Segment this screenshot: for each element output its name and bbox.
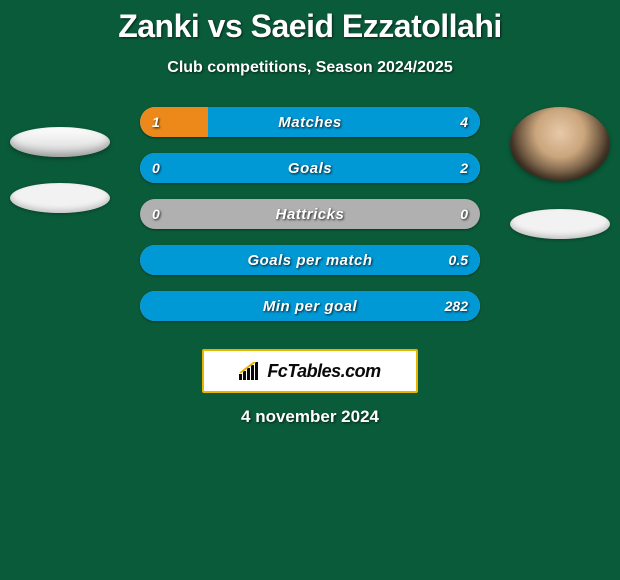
player-right-cluster	[510, 107, 610, 239]
bar-label: Goals per match	[140, 245, 480, 275]
bar-row: 0.5Goals per match	[140, 245, 480, 275]
comparison-arena: 14Matches 02Goals 00Hattricks 0.5Goals per …	[0, 107, 620, 327]
footer-logo: FcTables.com	[202, 349, 418, 393]
bar-row: 00Hattricks	[140, 199, 480, 229]
player-left-flag	[10, 183, 110, 213]
footer-logo-text: FcTables.com	[267, 361, 380, 382]
chart-icon	[239, 362, 261, 380]
comparison-bars: 14Matches 02Goals 00Hattricks 0.5Goals per …	[140, 107, 480, 321]
footer-date: 4 november 2024	[0, 407, 620, 427]
bar-label: Hattricks	[140, 199, 480, 229]
bar-row: 02Goals	[140, 153, 480, 183]
bar-label: Matches	[140, 107, 480, 137]
player-left-avatar	[10, 127, 110, 157]
bar-row: 282Min per goal	[140, 291, 480, 321]
bar-row: 14Matches	[140, 107, 480, 137]
player-left-cluster	[10, 127, 110, 213]
bar-label: Goals	[140, 153, 480, 183]
player-right-flag	[510, 209, 610, 239]
bar-label: Min per goal	[140, 291, 480, 321]
page-subtitle: Club competitions, Season 2024/2025	[0, 59, 620, 77]
player-right-avatar	[510, 107, 610, 181]
page-title: Zanki vs Saeid Ezzatollahi	[0, 0, 620, 45]
